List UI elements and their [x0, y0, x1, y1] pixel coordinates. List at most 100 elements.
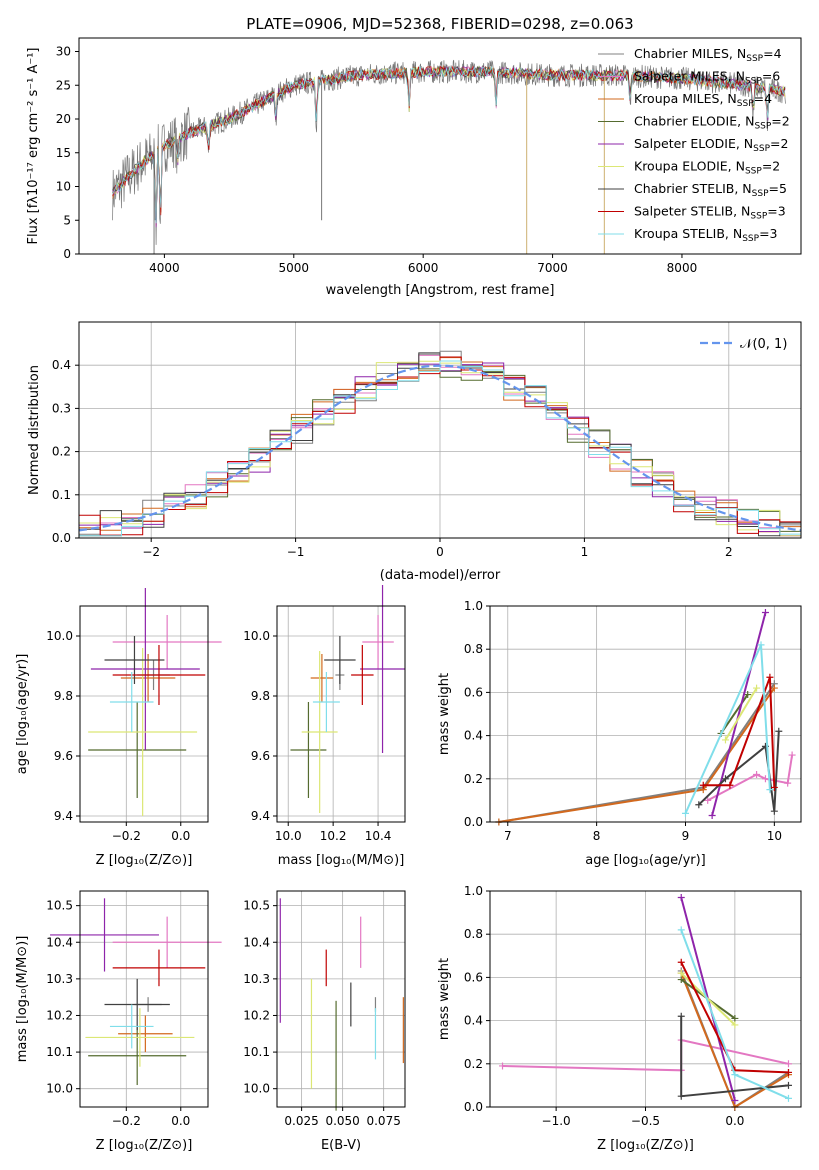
- y-tick-label: 9.8: [251, 689, 270, 703]
- y-tick-label: 10.5: [243, 899, 270, 913]
- weight-marker: [770, 783, 778, 791]
- y-tick-label: 9.4: [54, 809, 73, 823]
- residuals-ylabel: Normed distribution: [27, 365, 42, 495]
- y-tick-label: 0.2: [464, 1057, 483, 1071]
- weight-vs-Z-chart: −1.0 −0.5 0.0 0.0 0.2 0.4 0.6 0.8 1.0 Z [log₁₀(Z/…: [437, 884, 802, 1153]
- x-tick-label: −1.0: [542, 1114, 571, 1128]
- weight-marker: [766, 673, 774, 681]
- x-tick-label: 2: [725, 545, 733, 559]
- weight-marker: [677, 969, 685, 977]
- weight-marker: [731, 1021, 739, 1029]
- x-tick-label: 5000: [279, 261, 310, 275]
- weight-marker: [753, 684, 761, 692]
- y-tick-label: 20: [56, 112, 71, 126]
- weight-marker: [681, 809, 689, 817]
- y-tick-label: 1.0: [464, 599, 483, 613]
- age-vs-mass-xlabel: mass [log₁₀(M/M⊙)]: [278, 853, 405, 868]
- weight-line: [498, 683, 776, 823]
- axes-frame: [489, 890, 802, 1108]
- y-tick-label: 1.0: [464, 884, 483, 898]
- weight-vs-Z-ylabel: mass weight: [437, 958, 452, 1040]
- weight-marker: [499, 1062, 507, 1070]
- weight-vs-age-xlabel: age [log₁₀(age/yr)]: [585, 853, 706, 868]
- weight-marker: [753, 770, 761, 778]
- x-tick-label: 7: [504, 829, 512, 843]
- weight-marker: [699, 781, 707, 789]
- x-tick-label: −0.5: [631, 1114, 660, 1128]
- weight-marker: [721, 775, 729, 783]
- y-tick-label: 10.3: [243, 972, 270, 986]
- y-tick-label: 0.6: [464, 685, 483, 699]
- weight-vs-age-ylabel: mass weight: [437, 673, 452, 755]
- x-tick-label: 8: [593, 829, 601, 843]
- weight-marker: [784, 1068, 792, 1076]
- y-tick-label: 0.8: [464, 927, 483, 941]
- weight-line: [711, 612, 767, 816]
- weight-marker: [677, 1012, 685, 1020]
- mass-vs-ebv-chart: 0.025 0.050 0.075 10.0 10.1 10.2 10.3 10.4 10.5 E…: [243, 890, 406, 1153]
- weight-marker: [731, 1014, 739, 1022]
- x-tick-label: −0.2: [112, 829, 141, 843]
- weight-vs-Z-xlabel: Z [log₁₀(Z/Z⊙)]: [597, 1138, 694, 1153]
- y-tick-label: 10.0: [46, 1082, 73, 1096]
- weight-marker: [731, 1097, 739, 1105]
- y-tick-label: 10.0: [243, 629, 270, 643]
- weight-marker: [731, 1071, 739, 1079]
- y-tick-label: 0.6: [464, 970, 483, 984]
- y-tick-label: 10.1: [243, 1045, 270, 1059]
- x-tick-label: 0.0: [725, 1114, 744, 1128]
- weight-marker: [721, 736, 729, 744]
- weight-marker: [695, 801, 703, 809]
- spectrum-xlabel: wavelength [Angstrom, rest frame]: [326, 283, 555, 298]
- y-tick-label: 10.5: [46, 899, 73, 913]
- y-tick-label: 10.4: [46, 935, 73, 949]
- legend-label: Chabrier MILES, NSSP=4: [634, 46, 782, 64]
- y-tick-label: 0.0: [464, 1100, 483, 1114]
- x-tick-label: 4000: [149, 261, 180, 275]
- weight-marker: [770, 684, 778, 692]
- gaussian-curve: [78, 364, 802, 532]
- small-plots: −0.2 0.0 9.4 9.6 9.8 10.0 Z [log₁₀(Z/Z⊙)] age […: [15, 585, 802, 1153]
- y-tick-label: 10.4: [243, 935, 270, 949]
- axes-frame: [276, 605, 406, 823]
- y-tick-label: 0.4: [464, 729, 483, 743]
- legend-label: Salpeter ELODIE, NSSP=2: [634, 136, 788, 154]
- weight-marker: [775, 727, 783, 735]
- x-tick-label: 0: [436, 545, 444, 559]
- axes-frame: [276, 890, 406, 1108]
- x-tick-label: 0.075: [366, 1114, 400, 1128]
- x-tick-label: 9: [682, 829, 690, 843]
- weight-line: [703, 676, 776, 788]
- legend-label: Salpeter STELIB, NSSP=3: [634, 204, 786, 222]
- y-tick-label: 10.0: [46, 629, 73, 643]
- weight-marker: [677, 893, 685, 901]
- weight-marker: [770, 807, 778, 815]
- residuals-chart: (data-model)/error Normed distribution 𝒩…: [27, 321, 802, 583]
- axes-frame: [78, 37, 802, 255]
- y-tick-label: 15: [56, 146, 71, 160]
- model-spectrum-line: [112, 65, 786, 224]
- x-tick-label: 0.0: [171, 829, 190, 843]
- x-tick-label: 7000: [537, 261, 568, 275]
- age-vs-Z-chart: −0.2 0.0 9.4 9.6 9.8 10.0 Z [log₁₀(Z/Z⊙)] age […: [15, 588, 222, 868]
- legend-label: Kroupa ELODIE, NSSP=2: [634, 159, 780, 177]
- y-tick-label: 0.2: [52, 445, 71, 459]
- y-tick-label: 30: [56, 45, 71, 59]
- weight-marker: [766, 786, 774, 794]
- y-tick-label: 0.0: [464, 815, 483, 829]
- y-tick-label: 9.8: [54, 689, 73, 703]
- weight-line: [720, 694, 749, 734]
- x-tick-label: 8000: [667, 261, 698, 275]
- weight-marker: [677, 976, 685, 984]
- mass-vs-ebv-xlabel: E(B-V): [321, 1138, 361, 1153]
- mass-vs-Z-xlabel: Z [log₁₀(Z/Z⊙)]: [96, 1138, 193, 1153]
- y-tick-label: 0.0: [52, 531, 71, 545]
- age-vs-mass-chart: 10.0 10.2 10.4 9.4 9.6 9.8 10.0 mass [log₁₀(M/M…: [243, 585, 406, 868]
- weight-marker: [726, 781, 734, 789]
- axes-frame: [79, 890, 209, 1108]
- legend-label: Chabrier STELIB, NSSP=5: [634, 181, 787, 199]
- y-tick-label: 10: [56, 180, 71, 194]
- x-tick-label: 1: [581, 545, 589, 559]
- y-tick-label: 0.2: [464, 772, 483, 786]
